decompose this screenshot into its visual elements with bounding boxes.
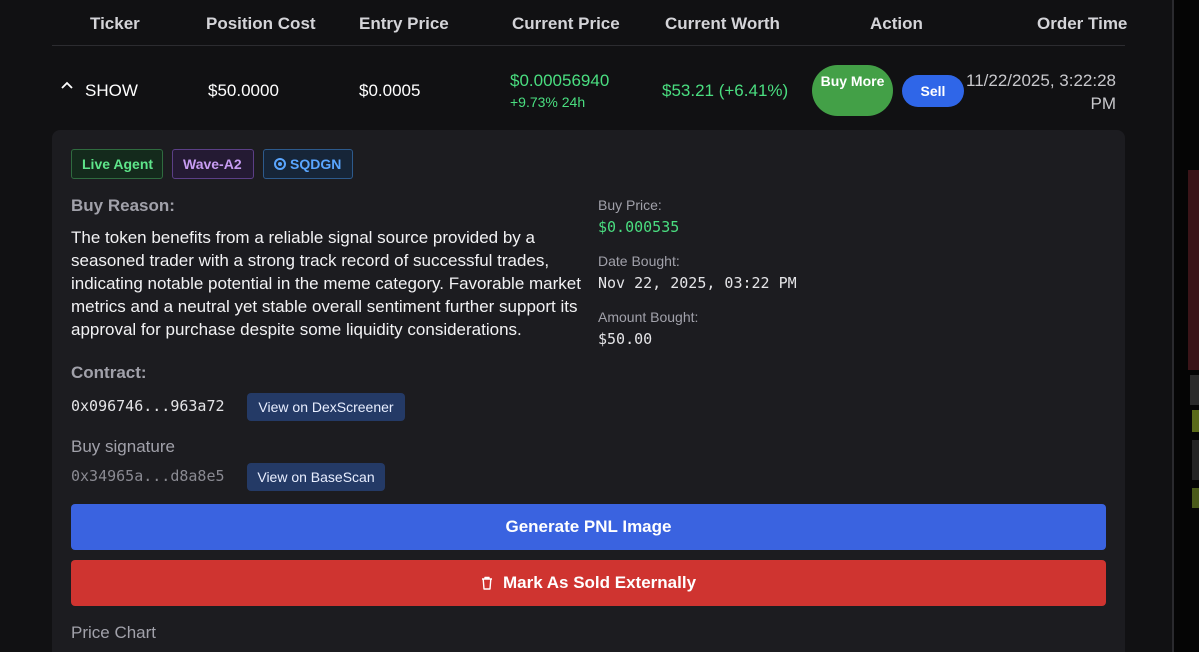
current-price-cell: $0.00056940 — [510, 71, 610, 90]
order-time-cell: 11/22/2025, 3:22:28 PM — [966, 71, 1116, 113]
table-row[interactable]: SHOW $50.0000 $0.0005 $0.00056940 +9.73%… — [52, 47, 1125, 129]
chevron-up-icon[interactable] — [60, 78, 74, 92]
date-bought-value: Nov 22, 2025, 03:22 PM — [598, 274, 797, 292]
buy-price-label: Buy Price: — [598, 197, 662, 213]
mark-sold-label: Mark As Sold Externally — [502, 573, 697, 592]
buy-reason-text: The token benefits from a reliable signa… — [71, 228, 581, 339]
amount-bought-label: Amount Bought: — [598, 309, 699, 325]
generate-pnl-button[interactable]: Generate PNL Image — [71, 504, 1106, 550]
view-basescan-button[interactable]: View on BaseScan — [247, 463, 385, 491]
date-bought-label: Date Bought: — [598, 253, 680, 269]
trash-icon — [481, 576, 492, 590]
price-chart-label: Price Chart — [71, 623, 157, 642]
view-dexscreener-button[interactable]: View on DexScreener — [247, 393, 405, 421]
sell-button[interactable]: Sell — [902, 75, 964, 107]
table-header: Ticker Position Cost Entry Price Current… — [52, 0, 1128, 46]
sqdgn-label: SQDGN — [290, 156, 342, 172]
header-position-cost: Position Cost — [206, 14, 316, 33]
header-order-time: Order Time — [1037, 14, 1128, 33]
header-current-worth: Current Worth — [665, 14, 780, 33]
buy-price-value: $0.000535 — [598, 218, 680, 236]
contract-address: 0x096746...963a72 — [71, 397, 225, 415]
header-current-price: Current Price — [512, 14, 620, 33]
position-detail-panel: Live Agent Wave-A2 SQDGN Buy Reason: The… — [52, 130, 1125, 652]
buy-signature-hash: 0x34965a...d8a8e5 — [71, 467, 225, 485]
live-agent-badge: Live Agent — [71, 149, 163, 179]
mark-sold-button[interactable]: Mark As Sold Externally — [71, 560, 1106, 606]
buy-signature-label: Buy signature — [71, 437, 175, 456]
ticker-cell: SHOW — [85, 81, 138, 100]
change-24h: +9.73% 24h — [510, 94, 586, 110]
sqdgn-badge: SQDGN — [263, 149, 353, 179]
sqdgn-logo-icon — [274, 158, 286, 170]
amount-bought-value: $50.00 — [598, 330, 653, 348]
buy-reason-label: Buy Reason: — [71, 196, 175, 215]
entry-price-cell: $0.0005 — [359, 81, 421, 100]
header-entry-price: Entry Price — [359, 14, 449, 33]
header-ticker: Ticker — [90, 14, 140, 33]
header-action: Action — [870, 14, 923, 33]
contract-label: Contract: — [71, 363, 147, 382]
position-cost-cell: $50.0000 — [208, 81, 279, 100]
current-worth-cell: $53.21 (+6.41%) — [662, 81, 789, 100]
frame-border — [1172, 0, 1174, 652]
wave-badge: Wave-A2 — [172, 149, 254, 179]
background-window-strip — [1174, 0, 1199, 652]
buy-more-button[interactable]: Buy More — [812, 65, 893, 116]
